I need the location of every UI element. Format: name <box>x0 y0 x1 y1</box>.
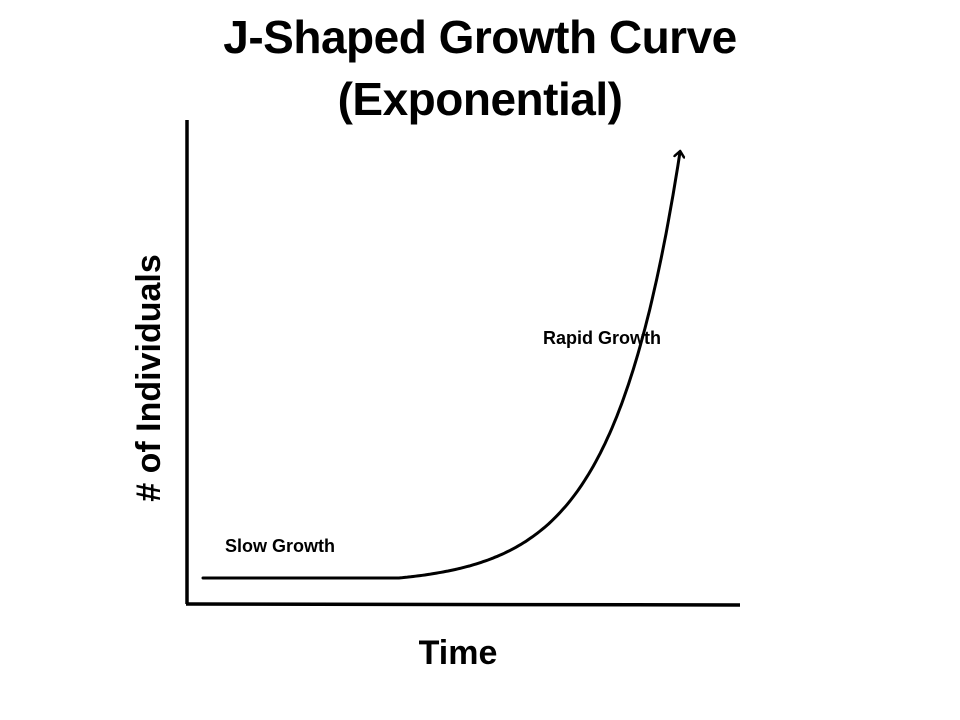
chart-title: J-Shaped Growth Curve (Exponential) <box>0 6 960 130</box>
x-axis-line <box>185 602 741 607</box>
chart-subtitle: (Exponential) <box>337 73 623 125</box>
y-axis-label: # of Individuals <box>130 254 168 501</box>
annotation-rapid-growth: Rapid Growth <box>543 328 661 348</box>
growth-curve-line <box>201 152 680 580</box>
chart-title-main: J-Shaped Growth Curve <box>223 11 737 63</box>
annotation-slow-growth: Slow Growth <box>225 536 335 556</box>
x-axis-label: Time <box>419 634 498 672</box>
